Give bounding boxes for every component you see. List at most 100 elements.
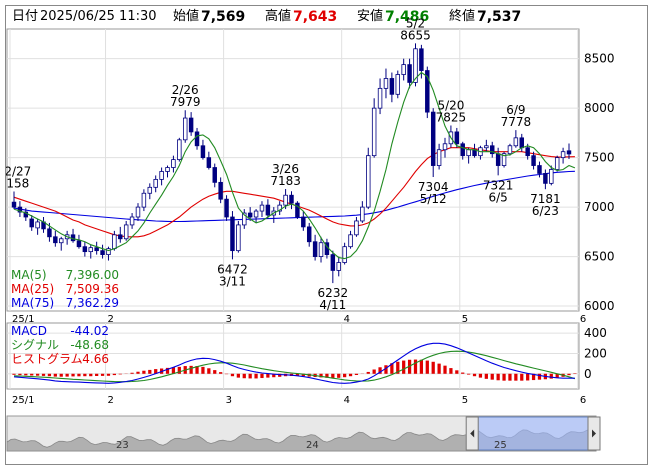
candle-body: [153, 178, 158, 188]
annotation-date: 5/2: [406, 16, 425, 30]
macd-date-tick-label: 3: [226, 395, 232, 406]
navigator-selection: [471, 416, 589, 451]
candle-body: [442, 143, 448, 151]
candle-body: [200, 145, 206, 159]
macd-date-tick-label: 2: [108, 395, 114, 406]
ma-legend-value: 7,396.00: [66, 268, 119, 282]
annotation-value: 7304: [418, 180, 449, 194]
annotation-date: 12/27: [6, 164, 31, 178]
candle-body: [566, 150, 572, 155]
candle-body: [312, 241, 318, 257]
candle-body: [549, 169, 554, 184]
annotation-value: 6472: [217, 262, 248, 276]
candle-body: [454, 131, 460, 145]
navigator-left-handle[interactable]: [465, 416, 479, 451]
annotation-date: 6/9: [506, 103, 525, 117]
ma75-line: [13, 170, 575, 223]
annotation-value: 7321: [483, 178, 514, 192]
price-axis-tick-label: 6500: [584, 250, 615, 264]
candle-body: [188, 117, 194, 133]
candle-body: [194, 131, 200, 147]
price-axis-tick-label: 8000: [584, 101, 615, 115]
candle-body: [277, 204, 282, 212]
candle-body: [242, 212, 247, 226]
candle-body: [560, 151, 566, 159]
candle-body: [484, 145, 489, 149]
candle-body: [360, 206, 365, 222]
macd-legend-name: シグナル: [11, 338, 59, 352]
chart-frame: 日付 2025/06/25 11:30 始値 7,569 高値 7,643 安値…: [5, 5, 648, 465]
macd-legend-value: 4.66: [82, 352, 109, 366]
candle-body: [430, 111, 436, 166]
candle-body: [413, 48, 418, 83]
candle-body: [283, 194, 288, 206]
candle-body: [253, 210, 259, 218]
candle-body: [123, 224, 129, 240]
price-axis-tick-label: 7000: [584, 200, 615, 214]
macd-legend-value: -48.68: [70, 338, 109, 352]
candle-body: [460, 143, 465, 157]
candle-body: [247, 212, 253, 218]
candle-body: [230, 216, 235, 252]
candle-body: [383, 78, 389, 89]
navigator-right-handle[interactable]: [587, 416, 601, 451]
low-label: 安値: [357, 9, 384, 24]
candle-body: [147, 186, 153, 194]
candle-body: [53, 236, 58, 244]
annotation-date: 6/5: [488, 190, 507, 204]
date-axis-tick-label: 2: [108, 314, 114, 325]
candle-body: [289, 194, 294, 204]
candle-body: [401, 64, 406, 75]
high-label: 高値: [265, 9, 292, 24]
macd-axis-tick-label: 200: [584, 346, 607, 360]
close-label: 終値: [449, 9, 476, 24]
candle-body: [318, 242, 324, 257]
candle-body: [407, 64, 412, 83]
price-axis-tick-label: 6000: [584, 299, 615, 313]
chart-canvas[interactable]: 60006500700075008000850025/12345612/2771…: [6, 6, 647, 464]
candle-body: [354, 220, 359, 236]
macd-plot-area: [6, 322, 580, 390]
candle-body: [342, 246, 347, 263]
annotation-date: 2/26: [172, 83, 199, 97]
ma-legend-name: MA(25): [11, 282, 54, 296]
ma-legend-name: MA(5): [11, 268, 47, 282]
candle-body: [100, 250, 105, 255]
annotation-date: 3/11: [219, 274, 246, 288]
chevron-right-icon: [592, 429, 596, 438]
candle-body: [348, 234, 353, 248]
chevron-left-icon: [470, 429, 475, 438]
candle-body: [306, 226, 312, 243]
annotation-date: 6/23: [532, 204, 559, 218]
candle-body: [35, 221, 40, 229]
macd-axis-tick-label: 0: [584, 367, 592, 381]
navigator-year-label: 24: [306, 440, 319, 451]
candle-body: [236, 224, 241, 252]
candle-body: [531, 155, 536, 166]
macd-date-tick-label: 4: [344, 395, 350, 406]
annotation-value: 6232: [318, 286, 349, 300]
candle-body: [389, 78, 395, 95]
candle-body: [159, 171, 164, 180]
date-axis-tick-label: 3: [226, 314, 232, 325]
macd-legend-value: -44.02: [70, 324, 109, 338]
macd-legend-name: MACD: [11, 324, 47, 338]
candle-body: [259, 204, 265, 212]
candle-body: [171, 159, 176, 168]
candle-body: [265, 204, 271, 216]
datetime-value: 2025/06/25 11:30: [40, 9, 157, 24]
date-label: 日付: [12, 9, 39, 24]
candle-body: [301, 216, 306, 228]
date-axis-tick-label: 5: [462, 314, 468, 325]
candle-body: [543, 173, 548, 184]
date-axis-tick-label: 4: [344, 314, 350, 325]
candle-body: [11, 201, 17, 208]
candle-body: [76, 240, 82, 248]
candle-body: [330, 254, 336, 271]
candle-body: [29, 218, 34, 228]
low-value: 7,486: [385, 9, 430, 25]
candle-body: [371, 107, 377, 157]
annotation-value: 7181: [530, 192, 561, 206]
ma-legend-value: 7,509.36: [66, 282, 119, 296]
